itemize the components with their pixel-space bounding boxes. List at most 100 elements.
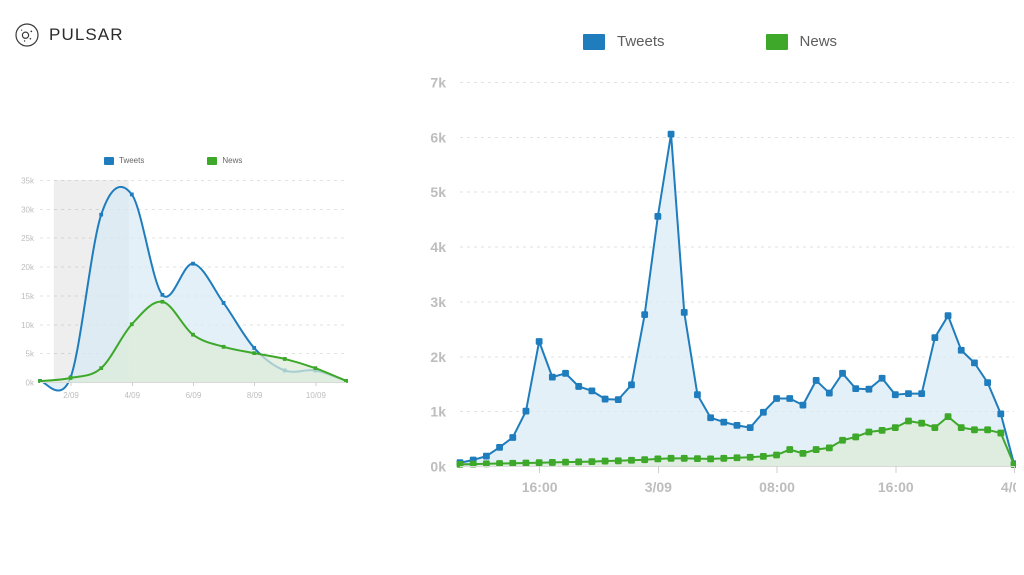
data-point-tweets-30[interactable] xyxy=(852,385,860,393)
data-point-news-1[interactable] xyxy=(469,460,477,468)
data-point-tweets-8[interactable] xyxy=(562,369,569,377)
data-point-tweets-14[interactable] xyxy=(641,311,649,318)
data-point-tweets-3[interactable] xyxy=(129,192,134,197)
data-point-tweets-25[interactable] xyxy=(786,395,794,402)
data-point-tweets-16[interactable] xyxy=(667,130,675,138)
data-point-tweets-32[interactable] xyxy=(878,374,886,382)
data-point-news-38[interactable] xyxy=(957,424,965,431)
data-point-tweets-17[interactable] xyxy=(680,309,688,316)
data-point-news-17[interactable] xyxy=(680,454,688,462)
data-point-tweets-39[interactable] xyxy=(971,359,978,367)
thumb-legend-item-news[interactable]: News xyxy=(207,156,242,165)
data-point-news-21[interactable] xyxy=(733,454,741,462)
data-point-news-42[interactable] xyxy=(1010,461,1016,469)
main-chart-svg[interactable]: 0k 1k 2k 3k 4k 5k 6k 7k 16:00 3/09 08:00 16:00 4/09 xyxy=(416,66,1016,511)
data-point-news-30[interactable] xyxy=(852,433,860,441)
data-point-tweets-4[interactable] xyxy=(160,292,165,297)
data-point-tweets-18[interactable] xyxy=(694,391,701,399)
data-point-tweets-3[interactable] xyxy=(496,443,503,451)
data-point-news-14[interactable] xyxy=(641,456,649,464)
data-point-tweets-12[interactable] xyxy=(614,396,622,404)
data-point-tweets-41[interactable] xyxy=(997,410,1005,418)
data-point-tweets-31[interactable] xyxy=(865,385,873,393)
data-point-news-18[interactable] xyxy=(694,455,701,462)
data-point-tweets-26[interactable] xyxy=(799,401,807,409)
data-point-news-12[interactable] xyxy=(614,457,622,465)
data-point-news-37[interactable] xyxy=(944,413,952,421)
data-point-news-4[interactable] xyxy=(160,299,165,304)
data-point-tweets-29[interactable] xyxy=(839,369,846,377)
main-chart-panel[interactable]: 0k 1k 2k 3k 4k 5k 6k 7k 16:00 3/09 08:00 16:00 4/09 xyxy=(416,66,1016,511)
data-point-tweets-28[interactable] xyxy=(825,389,833,397)
data-point-news-41[interactable] xyxy=(997,429,1005,437)
data-point-tweets-11[interactable] xyxy=(601,395,609,403)
data-point-tweets-6[interactable] xyxy=(221,301,226,305)
data-point-tweets-7[interactable] xyxy=(548,373,556,381)
data-point-news-11[interactable] xyxy=(601,457,609,465)
data-point-news-10[interactable] xyxy=(588,458,596,466)
data-point-news-2[interactable] xyxy=(482,460,490,468)
data-point-tweets-35[interactable] xyxy=(918,390,926,397)
data-point-tweets-27[interactable] xyxy=(812,377,820,384)
data-point-tweets-10[interactable] xyxy=(588,387,596,395)
legend-item-news[interactable]: News xyxy=(765,33,837,50)
data-point-news-9[interactable] xyxy=(575,458,583,466)
data-point-news-34[interactable] xyxy=(905,417,912,425)
data-point-tweets-38[interactable] xyxy=(957,346,965,354)
data-point-news-40[interactable] xyxy=(984,426,992,434)
data-point-news-25[interactable] xyxy=(786,446,794,453)
data-point-tweets-36[interactable] xyxy=(931,334,939,342)
thumb-legend-item-tweets[interactable]: Tweets xyxy=(104,156,144,165)
data-point-tweets-23[interactable] xyxy=(759,408,767,416)
data-point-news-7[interactable] xyxy=(252,351,257,356)
data-point-tweets-7[interactable] xyxy=(252,346,257,350)
data-point-tweets-37[interactable] xyxy=(944,312,952,320)
data-point-tweets-34[interactable] xyxy=(905,390,912,397)
data-point-news-3[interactable] xyxy=(129,322,134,327)
data-point-tweets-2[interactable] xyxy=(99,212,104,217)
data-point-news-1[interactable] xyxy=(68,376,73,380)
data-point-tweets-4[interactable] xyxy=(509,434,517,441)
data-point-news-22[interactable] xyxy=(746,453,754,461)
data-point-news-39[interactable] xyxy=(971,426,978,434)
data-point-news-7[interactable] xyxy=(548,459,556,466)
data-point-tweets-6[interactable] xyxy=(535,338,543,345)
data-point-news-28[interactable] xyxy=(825,444,833,452)
data-point-tweets-2[interactable] xyxy=(482,452,490,460)
data-point-news-19[interactable] xyxy=(707,455,715,463)
data-point-tweets-21[interactable] xyxy=(733,422,741,429)
data-point-news-36[interactable] xyxy=(931,424,939,431)
data-point-tweets-13[interactable] xyxy=(628,381,635,389)
data-point-news-6[interactable] xyxy=(535,459,543,467)
data-point-tweets-5[interactable] xyxy=(522,407,530,415)
data-point-tweets-9[interactable] xyxy=(575,383,583,390)
data-point-news-6[interactable] xyxy=(221,344,226,349)
data-point-news-13[interactable] xyxy=(628,456,635,464)
data-point-tweets-5[interactable] xyxy=(191,261,195,266)
data-point-news-8[interactable] xyxy=(562,458,569,466)
data-point-news-32[interactable] xyxy=(878,426,886,434)
data-point-news-2[interactable] xyxy=(99,366,104,371)
thumbnail-chart-svg[interactable]: 0k 5k 10k 15k 20k 25k 30k 35k 2/09 4/09 6/09 8/09 10… xyxy=(14,170,350,410)
data-point-news-31[interactable] xyxy=(865,428,873,436)
data-point-news-35[interactable] xyxy=(918,419,926,427)
data-point-tweets-40[interactable] xyxy=(984,379,992,387)
data-point-news-24[interactable] xyxy=(773,451,780,459)
data-point-news-33[interactable] xyxy=(891,424,899,431)
data-point-tweets-20[interactable] xyxy=(720,418,728,426)
data-point-news-4[interactable] xyxy=(509,459,517,467)
data-point-news-15[interactable] xyxy=(654,455,662,463)
data-point-news-26[interactable] xyxy=(799,449,807,457)
data-point-tweets-19[interactable] xyxy=(707,414,715,422)
legend-item-tweets[interactable]: Tweets xyxy=(583,33,665,50)
data-point-news-23[interactable] xyxy=(759,453,767,460)
data-point-tweets-24[interactable] xyxy=(773,395,780,402)
data-point-news-27[interactable] xyxy=(812,446,820,453)
data-point-news-10[interactable] xyxy=(344,378,348,383)
data-point-news-5[interactable] xyxy=(191,332,195,337)
data-point-tweets-22[interactable] xyxy=(746,424,754,431)
data-point-news-3[interactable] xyxy=(496,460,503,467)
thumbnail-chart-panel[interactable]: 0k 5k 10k 15k 20k 25k 30k 35k 2/09 4/09 6/09 8/09 10… xyxy=(14,170,350,410)
data-point-news-20[interactable] xyxy=(720,454,728,462)
data-point-news-16[interactable] xyxy=(667,454,675,462)
